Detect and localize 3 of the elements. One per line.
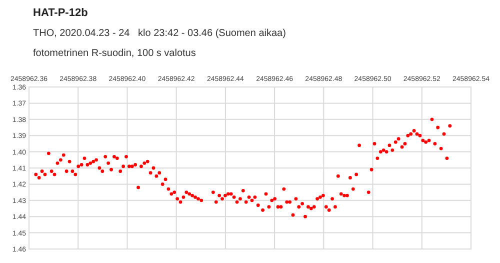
text: fotometrinen R-suodin, 100 s valotus — [33, 48, 196, 59]
chart-title: HAT-P-12b — [33, 7, 88, 19]
chart-subtitle: THO, 2020.04.23 - 24 klo 23:42 - 03.46 (Suomen aikaa) — [33, 28, 286, 39]
